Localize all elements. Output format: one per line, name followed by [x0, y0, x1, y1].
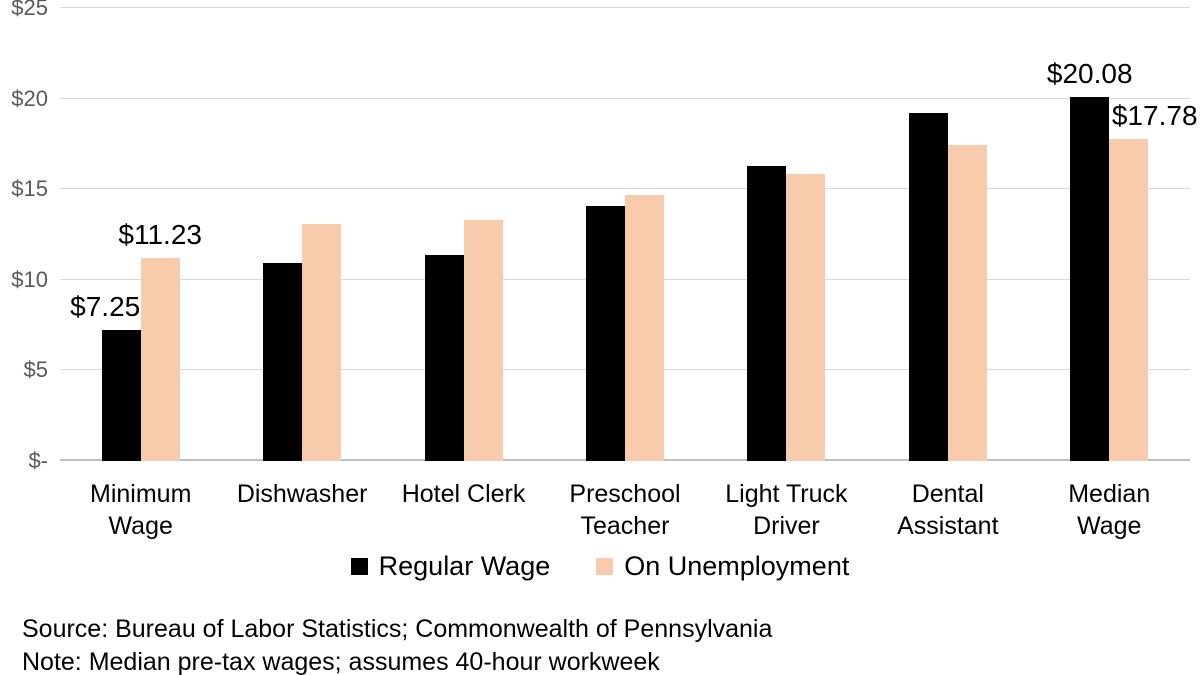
bar-regular-minimum-wage	[101, 329, 141, 461]
bar-regular-light-truck-driver	[747, 165, 787, 461]
y-tick-label--10: $10	[11, 266, 48, 292]
legend: Regular Wage On Unemployment	[0, 551, 1200, 582]
bar-group-preschool-teacher	[544, 8, 705, 461]
bar-group-hotel-clerk	[383, 8, 544, 461]
bar-pair-dishwasher	[263, 8, 342, 461]
y-tick-label--15: $15	[11, 176, 48, 202]
note-text: Note: Median pre-tax wages; assumes 40-h…	[22, 648, 660, 675]
category-label-hotel-clerk: Hotel Clerk	[401, 480, 526, 508]
bar-unemployment-median-wage	[1109, 138, 1149, 461]
footer: Source: Bureau of Labor Statistics; Comm…	[22, 613, 772, 675]
y-tick-label--: $-	[28, 448, 48, 473]
y-axis: $- $5 $10 $15 $20 $25	[0, 0, 48, 473]
category-label-dishwasher: Dishwasher	[236, 480, 368, 508]
bar-unemployment-preschool-teacher	[624, 194, 664, 461]
data-label-regular-median-wage: $20.08	[1046, 58, 1133, 90]
bar-regular-median-wage	[1070, 97, 1110, 461]
bar-pair-minimum-wage: $7.25 $11.23	[70, 8, 202, 461]
y-tick-label--5: $5	[23, 357, 48, 383]
bar-unemployment-dental-assistant	[947, 144, 987, 461]
bar-pair-preschool-teacher	[585, 8, 664, 461]
bar-pair-light-truck-driver	[747, 8, 826, 461]
category-label-light-truck-driver: Light Truck Driver	[725, 480, 848, 540]
gridline--20	[60, 97, 1190, 99]
x-axis: Minimum Wage Dishwasher Hotel Clerk Prescho…	[60, 478, 1190, 542]
bar-group-dishwasher	[221, 8, 382, 461]
y-tick-label--25: $25	[11, 0, 48, 20]
bar-unemployment-dishwasher	[302, 223, 342, 461]
bar-unemployment-hotel-clerk	[463, 220, 503, 461]
legend-label-on-unemployment: On Unemployment	[624, 551, 850, 581]
data-label-unemployment-minimum-wage: $11.23	[118, 218, 202, 250]
bar-regular-preschool-teacher	[585, 205, 625, 461]
bar-regular-hotel-clerk	[424, 255, 464, 461]
bar-pair-dental-assistant	[908, 8, 987, 461]
bar-pair-hotel-clerk	[424, 8, 503, 461]
regular-wage-swatch-icon	[350, 558, 368, 575]
plot-area: $7.25 $11.23 $20.08 $17.78	[60, 7, 1198, 461]
bar-group-minimum-wage: $7.25 $11.23	[60, 8, 221, 461]
bar-regular-dishwasher	[263, 262, 303, 461]
gridline--15	[60, 188, 1190, 190]
category-label-median-wage: Median Wage	[1068, 480, 1151, 540]
category-label-dental-assistant: Dental Assistant	[897, 480, 999, 540]
bar-regular-dental-assistant	[908, 113, 948, 461]
legend-item-regular-wage: Regular Wage	[350, 551, 551, 582]
data-label-unemployment-median-wage: $17.78	[1111, 99, 1198, 131]
bar-group-light-truck-driver	[706, 8, 867, 461]
bar-groups: $7.25 $11.23 $20.08 $17.78	[60, 8, 1198, 461]
legend-item-on-unemployment: On Unemployment	[596, 551, 849, 582]
bar-unemployment-minimum-wage	[140, 257, 180, 461]
bar-group-dental-assistant	[867, 8, 1028, 461]
gridline--25	[60, 7, 1190, 8]
bar-pair-median-wage: $20.08 $17.78	[1047, 8, 1198, 461]
y-tick-label--20: $20	[11, 85, 48, 111]
on-unemployment-swatch-icon	[596, 558, 614, 575]
bar-group-median-wage: $20.08 $17.78	[1029, 8, 1198, 461]
bar-unemployment-light-truck-driver	[786, 173, 826, 461]
category-label-minimum-wage: Minimum Wage	[90, 480, 192, 540]
source-text: Source: Bureau of Labor Statistics; Comm…	[22, 615, 773, 643]
category-label-preschool-teacher: Preschool Teacher	[569, 480, 681, 540]
legend-label-regular-wage: Regular Wage	[378, 551, 551, 581]
data-label-regular-minimum-wage: $7.25	[70, 290, 141, 322]
